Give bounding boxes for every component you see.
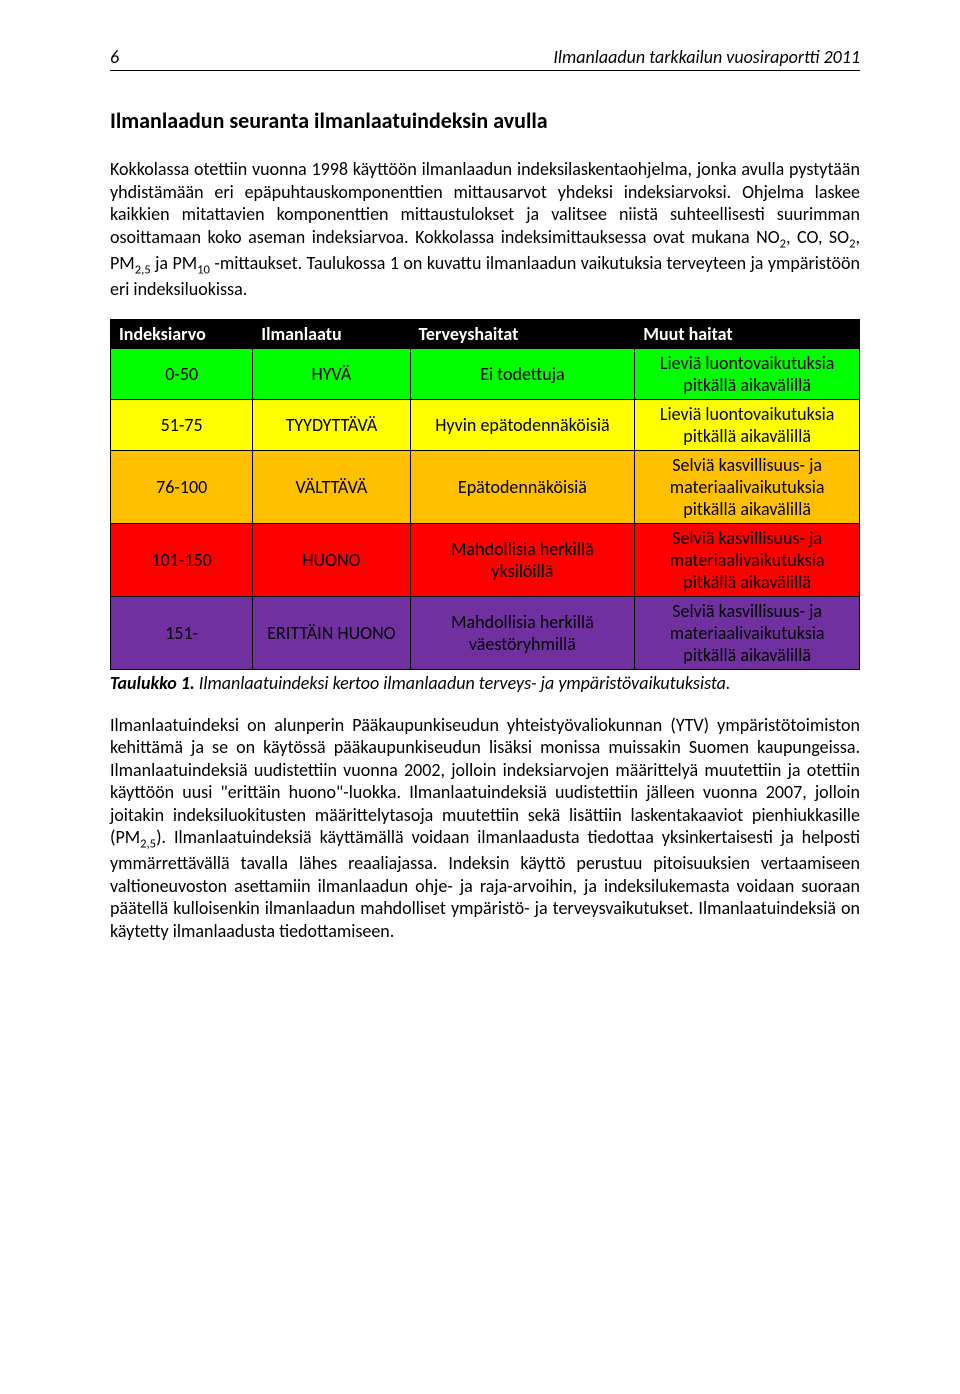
table-row: 151-ERITTÄIN HUONOMahdollisia herkillä v… bbox=[111, 596, 860, 669]
paragraph-2: Ilmanlaatuindeksi on alunperin Pääkaupun… bbox=[110, 714, 860, 943]
table-cell: Selviä kasvillisuus- ja materiaalivaikut… bbox=[635, 523, 860, 596]
table-cell: Selviä kasvillisuus- ja materiaalivaikut… bbox=[635, 596, 860, 669]
table-row: 76-100VÄLTTÄVÄEpätodennäköisiäSelviä kas… bbox=[111, 450, 860, 523]
table-cell: Mahdollisia herkillä yksilöillä bbox=[410, 523, 635, 596]
table-cell: 0-50 bbox=[111, 348, 253, 399]
table-cell: HUONO bbox=[253, 523, 410, 596]
table-cell: 76-100 bbox=[111, 450, 253, 523]
table-cell: 101-150 bbox=[111, 523, 253, 596]
table-row: 51-75TYYDYTTÄVÄHyvin epätodennäköisiäLie… bbox=[111, 399, 860, 450]
table-cell: Selviä kasvillisuus- ja materiaalivaikut… bbox=[635, 450, 860, 523]
table-cell: HYVÄ bbox=[253, 348, 410, 399]
section-title: Ilmanlaadun seuranta ilmanlaatuindeksin … bbox=[110, 107, 860, 134]
page: 6 Ilmanlaadun tarkkailun vuosiraportti 2… bbox=[0, 0, 960, 982]
table-cell: 151- bbox=[111, 596, 253, 669]
table-cell: Epätodennäköisiä bbox=[410, 450, 635, 523]
table-row: 0-50HYVÄEi todettujaLieviä luontovaikutu… bbox=[111, 348, 860, 399]
table-caption: Taulukko 1. Ilmanlaatuindeksi kertoo ilm… bbox=[110, 672, 860, 694]
col-header-health: Terveyshaitat bbox=[410, 319, 635, 348]
paragraph-1: Kokkolassa otettiin vuonna 1998 käyttöön… bbox=[110, 158, 860, 301]
table-caption-label: Taulukko 1. bbox=[110, 672, 195, 694]
col-header-quality: Ilmanlaatu bbox=[253, 319, 410, 348]
table-cell: TYYDYTTÄVÄ bbox=[253, 399, 410, 450]
page-number: 6 bbox=[110, 46, 119, 68]
air-quality-index-table: Indeksiarvo Ilmanlaatu Terveyshaitat Muu… bbox=[110, 319, 860, 670]
header-title: Ilmanlaadun tarkkailun vuosiraportti 201… bbox=[553, 46, 860, 68]
table-cell: Mahdollisia herkillä väestöryhmillä bbox=[410, 596, 635, 669]
table-cell: VÄLTTÄVÄ bbox=[253, 450, 410, 523]
table-cell: 51-75 bbox=[111, 399, 253, 450]
table-header: Indeksiarvo Ilmanlaatu Terveyshaitat Muu… bbox=[111, 319, 860, 348]
table-cell: Lieviä luontovaikutuksia pitkällä aikavä… bbox=[635, 348, 860, 399]
col-header-index: Indeksiarvo bbox=[111, 319, 253, 348]
table-row: 101-150HUONOMahdollisia herkillä yksilöi… bbox=[111, 523, 860, 596]
table-caption-text: Ilmanlaatuindeksi kertoo ilmanlaadun ter… bbox=[195, 672, 731, 694]
page-header: 6 Ilmanlaadun tarkkailun vuosiraportti 2… bbox=[110, 46, 860, 71]
table-cell: Lieviä luontovaikutuksia pitkällä aikavä… bbox=[635, 399, 860, 450]
table-cell: Hyvin epätodennäköisiä bbox=[410, 399, 635, 450]
table-cell: ERITTÄIN HUONO bbox=[253, 596, 410, 669]
table-body: 0-50HYVÄEi todettujaLieviä luontovaikutu… bbox=[111, 348, 860, 669]
table-cell: Ei todettuja bbox=[410, 348, 635, 399]
col-header-other: Muut haitat bbox=[635, 319, 860, 348]
